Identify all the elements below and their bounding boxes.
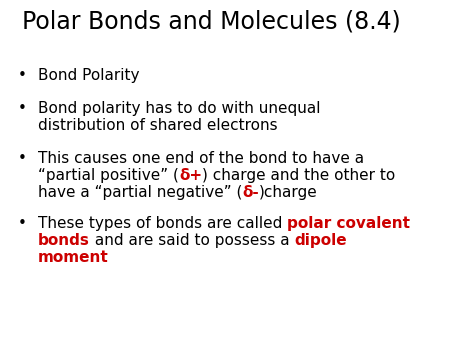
Text: have a “partial negative” (: have a “partial negative” ( (38, 185, 243, 200)
Text: distribution of shared electrons: distribution of shared electrons (38, 118, 278, 133)
Text: and are said to possess a: and are said to possess a (90, 233, 294, 248)
Text: polar covalent: polar covalent (287, 216, 410, 231)
Text: dipole: dipole (294, 233, 347, 248)
Text: “partial positive” (: “partial positive” ( (38, 168, 179, 183)
Text: •: • (18, 101, 27, 116)
Text: bonds: bonds (38, 233, 90, 248)
Text: Bond Polarity: Bond Polarity (38, 68, 140, 83)
Text: δ+: δ+ (179, 168, 202, 183)
Text: δ-: δ- (243, 185, 259, 200)
Text: Bond polarity has to do with unequal: Bond polarity has to do with unequal (38, 101, 320, 116)
Text: •: • (18, 216, 27, 231)
Text: These types of bonds are called: These types of bonds are called (38, 216, 287, 231)
Text: •: • (18, 68, 27, 83)
Text: Polar Bonds and Molecules (8.4): Polar Bonds and Molecules (8.4) (22, 9, 401, 33)
Text: •: • (18, 151, 27, 166)
Text: ) charge and the other to: ) charge and the other to (202, 168, 395, 183)
Text: moment: moment (38, 250, 109, 265)
Text: )charge: )charge (259, 185, 318, 200)
Text: This causes one end of the bond to have a: This causes one end of the bond to have … (38, 151, 364, 166)
